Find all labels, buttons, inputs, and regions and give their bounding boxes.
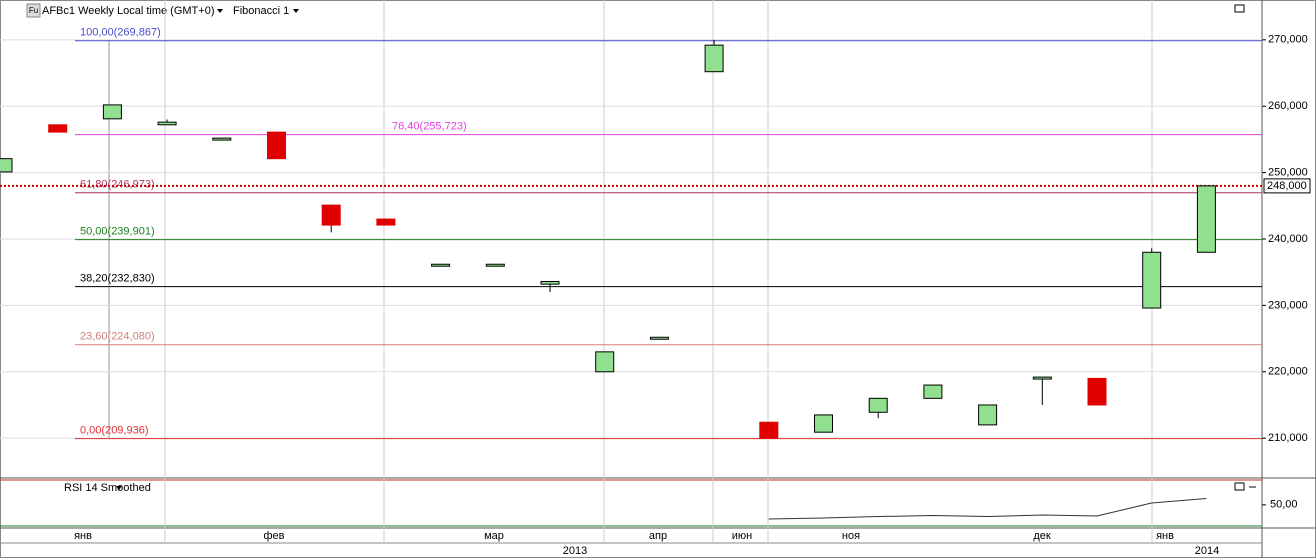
candle-body	[485, 263, 505, 267]
y-tick-label: 50,00	[1270, 499, 1298, 511]
fib-label: 100,00(269,867)	[80, 27, 161, 39]
y-tick-label: 240,000	[1268, 233, 1308, 245]
fib-label: 61,80(246,973)	[80, 179, 155, 191]
candle-body	[1196, 185, 1216, 253]
fib-label: 38,20(232,830)	[80, 273, 155, 285]
x-year-label: 2014	[1195, 545, 1219, 557]
candle-body	[157, 121, 177, 126]
candle-body	[978, 404, 998, 426]
candle-body	[321, 204, 341, 226]
candle-body	[759, 421, 779, 439]
x-month-label: дек	[1033, 530, 1051, 542]
candle-body	[212, 137, 232, 141]
candle-body	[649, 336, 669, 340]
candle-body	[1032, 376, 1052, 380]
fib-label: 50,00(239,901)	[80, 226, 155, 238]
y-tick-label: 230,000	[1268, 299, 1308, 311]
x-month-label: июн	[732, 530, 752, 542]
x-month-label: фев	[263, 530, 284, 542]
y-tick-label: 220,000	[1268, 366, 1308, 378]
x-month-label: янв	[1156, 530, 1174, 542]
candle-body	[814, 414, 833, 433]
indicator-name[interactable]: Fibonacci 1	[233, 5, 289, 17]
rsi-name[interactable]: RSI 14 Smoothed	[64, 482, 151, 494]
candle-body	[540, 280, 560, 285]
maximize-button[interactable]	[1234, 4, 1245, 13]
rsi-line	[768, 498, 1207, 520]
dropdown[interactable]	[116, 486, 122, 490]
icon-label: Fu	[29, 6, 38, 15]
fib-label: 23,60(224,080)	[80, 331, 155, 343]
y-tick-label: 270,000	[1268, 34, 1308, 46]
x-month-label: янв	[74, 530, 92, 542]
dropdown[interactable]	[293, 9, 299, 13]
fib-label: 76,40(255,723)	[392, 121, 467, 133]
candle-body	[48, 124, 68, 133]
candle-body	[1087, 377, 1107, 406]
x-month-label: мар	[484, 530, 504, 542]
x-month-label: ноя	[842, 530, 860, 542]
fib-label: 0,00(209,936)	[80, 424, 149, 436]
y-tick-label: 210,000	[1268, 432, 1308, 444]
candle-body	[1142, 251, 1162, 309]
current-price-label: 248,000	[1267, 180, 1307, 192]
candle-body	[595, 351, 615, 373]
x-month-label: апр	[649, 530, 667, 542]
candle-body	[923, 384, 943, 399]
candle-body	[704, 44, 724, 73]
price-box	[1263, 178, 1311, 194]
candle-body	[267, 131, 286, 160]
candle-body	[0, 158, 13, 173]
icon[interactable]	[26, 3, 41, 18]
candle-body	[376, 218, 396, 226]
y-tick-label: 260,000	[1268, 100, 1308, 112]
candle-body	[868, 397, 888, 413]
maximize-button[interactable]	[1234, 482, 1245, 491]
chart-title[interactable]: AFBc1 Weekly Local time (GMT+0)	[42, 5, 214, 17]
y-tick-label: 250,000	[1268, 167, 1308, 179]
x-year-label: 2013	[563, 545, 587, 557]
candle-body	[102, 104, 122, 120]
candle-body	[431, 263, 451, 267]
dropdown[interactable]	[217, 9, 223, 13]
